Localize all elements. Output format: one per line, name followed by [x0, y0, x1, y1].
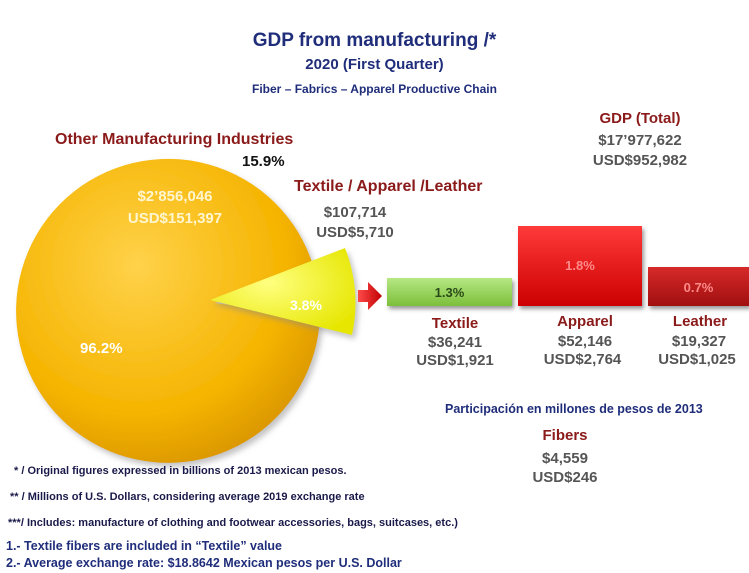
gdp-total-usd: USD$952,982	[592, 152, 688, 169]
footnote-2: ** / Millions of U.S. Dollars, consideri…	[10, 491, 365, 503]
pie-slice-textile-apparel-leather	[210, 248, 356, 335]
footnote-3: ***/ Includes: manufacture of clothing a…	[8, 517, 458, 529]
productive-chain-label: Fiber – Fabrics – Apparel Productive Cha…	[252, 82, 497, 96]
other-pct-label: 96.2%	[80, 340, 123, 357]
bar-textile-pct: 1.3%	[434, 285, 465, 300]
apparel-pesos: $52,146	[557, 333, 613, 350]
apparel-label: Apparel	[557, 313, 613, 330]
other-manufacturing-label: Other Manufacturing Industries	[55, 131, 294, 148]
textile-pesos: $36,241	[427, 334, 483, 351]
chart-title: GDP from manufacturing /*	[252, 30, 497, 51]
note-1: 1.- Textile fibers are included in “Text…	[6, 539, 283, 553]
tal-usd: USD$5,710	[316, 224, 394, 241]
tal-label: Textile / Apparel /Leather	[294, 178, 483, 195]
leather-usd: USD$1,025	[658, 351, 736, 368]
apparel-usd: USD$2,764	[543, 351, 622, 368]
participation-note: Participación en millones de pesos de 20…	[445, 402, 703, 416]
pie-slice-other-manufacturing	[16, 158, 320, 463]
bar-apparel	[518, 226, 642, 306]
chart-subtitle: 2020 (First Quarter)	[305, 56, 444, 73]
bar-apparel-pct: 1.8%	[565, 258, 595, 273]
note-2: 2.- Average exchange rate: $18.8642 Mexi…	[6, 556, 402, 570]
tal-pesos: $107,714	[323, 204, 387, 221]
leather-label: Leather	[672, 313, 728, 330]
fibers-usd: USD$246	[532, 469, 598, 486]
textile-label: Textile	[431, 315, 479, 332]
footnote-1: * / Original figures expressed in billio…	[14, 465, 347, 477]
gdp-total-pesos: $17’977,622	[598, 132, 682, 149]
leather-pesos: $19,327	[671, 333, 727, 350]
bar-leather	[648, 267, 749, 306]
arrow-icon	[358, 282, 382, 310]
tal-pct-label: 3.8%	[290, 297, 322, 313]
other-pesos: $2’856,046	[137, 188, 213, 205]
fibers-pesos: $4,559	[542, 450, 588, 467]
bar-textile	[387, 278, 512, 306]
fibers-label: Fibers	[542, 427, 588, 444]
other-share-of-total: 15.9%	[242, 153, 285, 170]
bar-leather-pct: 0.7%	[683, 280, 714, 295]
other-usd: USD$151,397	[127, 210, 223, 227]
gdp-total-label: GDP (Total)	[599, 110, 681, 127]
textile-usd: USD$1,921	[416, 352, 494, 369]
